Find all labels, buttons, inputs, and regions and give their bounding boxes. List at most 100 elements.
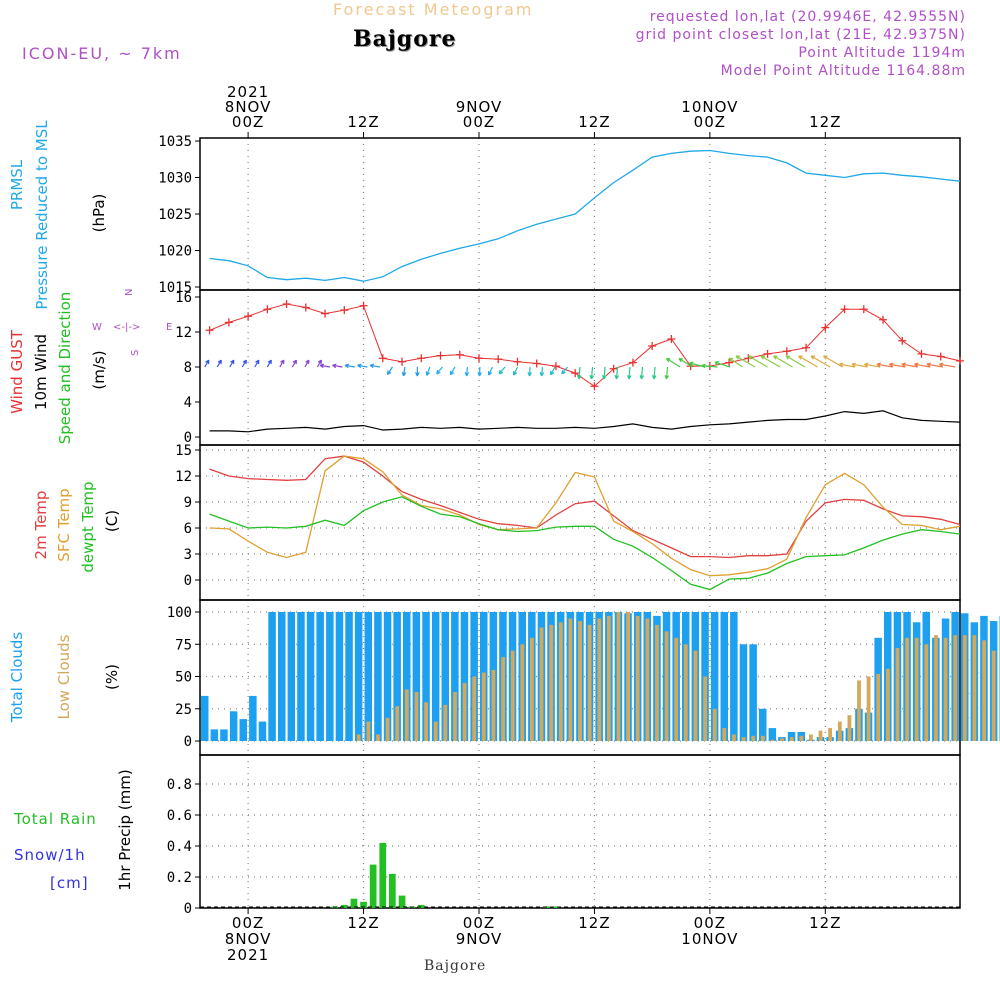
series-10m-wind — [209, 410, 961, 433]
bar-low-clouds — [866, 676, 871, 741]
bar-low-clouds — [616, 612, 621, 741]
gust-marker — [205, 326, 214, 335]
y-tick-label: 75 — [175, 637, 192, 653]
wind-direction-arrow — [839, 362, 856, 368]
bar-total-clouds — [759, 708, 767, 742]
gust-marker — [398, 357, 407, 366]
bar-total-rain — [552, 906, 560, 908]
bar-low-clouds — [385, 717, 390, 741]
wind-direction-arrow — [735, 355, 756, 368]
wind-direction-arrow — [760, 355, 781, 368]
wind-direction-arrow — [204, 359, 210, 368]
wind-direction-arrow — [901, 362, 918, 368]
bar-total-clouds — [739, 644, 748, 742]
bar-low-clouds — [751, 735, 756, 741]
label-percent: (%) — [103, 664, 121, 690]
bar-low-clouds — [597, 618, 602, 741]
gust-marker — [609, 364, 618, 373]
bar-total-clouds — [354, 612, 363, 741]
gust-marker — [224, 318, 233, 327]
wind-direction-arrow — [728, 357, 743, 368]
top-time-label: 12Z — [578, 113, 610, 131]
compass-w-arrow: <-|-> — [113, 322, 140, 333]
y-tick-label: 6 — [184, 521, 192, 537]
bar-total-clouds — [393, 612, 401, 741]
bar-total-clouds — [374, 612, 382, 741]
label-pressure: Pressure Reduced to MSL — [33, 120, 51, 310]
panel-frame-precip — [199, 754, 961, 909]
bar-low-clouds — [924, 644, 929, 742]
bar-total-clouds — [278, 612, 286, 741]
y-tick-label: 0.8 — [167, 777, 192, 793]
bar-low-clouds — [635, 615, 640, 741]
y-tick-label: 0.6 — [167, 808, 192, 824]
wind-direction-arrow — [576, 366, 582, 380]
y-tick-label: 1015 — [158, 280, 192, 296]
bar-total-clouds — [229, 711, 238, 741]
wind-direction-arrow — [889, 362, 906, 368]
wind-direction-arrow — [266, 359, 272, 368]
bar-low-clouds — [462, 683, 467, 741]
gust-marker — [802, 343, 811, 352]
bottom-time-label: 00Z — [463, 914, 495, 932]
bar-total-clouds — [451, 612, 459, 741]
bar-total-clouds — [306, 612, 315, 741]
bar-low-clouds — [953, 635, 958, 741]
gust-marker — [898, 336, 907, 345]
gust-marker — [956, 356, 964, 365]
wind-direction-arrow — [652, 366, 657, 380]
bar-total-clouds — [345, 612, 353, 741]
bar-low-clouds — [674, 637, 679, 741]
bar-total-clouds — [422, 612, 430, 741]
y-tick-label: 1030 — [158, 171, 192, 187]
label-c: (C) — [103, 510, 121, 532]
bar-total-rain — [417, 904, 425, 908]
top-time-label: 8NOV — [225, 98, 272, 116]
bar-total-clouds — [316, 612, 324, 741]
wind-direction-arrow — [344, 363, 356, 369]
bar-low-clouds — [376, 734, 380, 741]
compass-n: N — [124, 289, 135, 296]
bottom-time-label: 00Z — [694, 914, 726, 932]
series-sfc-temp — [209, 455, 961, 577]
gust-marker — [648, 342, 657, 350]
bottom-time-label: 9NOV — [456, 930, 503, 948]
location-title: Bajgore — [353, 26, 457, 52]
y-tick-label: 0 — [184, 430, 192, 446]
wind-direction-arrow — [316, 359, 322, 368]
wind-direction-arrow — [488, 366, 494, 376]
bar-total-clouds — [210, 729, 219, 741]
wind-direction-arrow — [464, 366, 470, 377]
bar-low-clouds — [799, 735, 804, 741]
wind-direction-arrow — [748, 355, 768, 368]
bar-total-clouds — [412, 612, 421, 741]
y-tick-label: 50 — [175, 670, 192, 686]
label-snow: Snow/1h — [14, 846, 86, 864]
bar-total-rain — [340, 904, 348, 908]
gust-marker — [340, 306, 349, 315]
bar-low-clouds — [876, 673, 881, 741]
wind-direction-arrow — [449, 366, 456, 376]
bar-low-clouds — [453, 692, 457, 741]
y-tick-label: 1025 — [158, 207, 192, 223]
gust-marker — [571, 369, 580, 378]
bar-low-clouds — [645, 618, 650, 741]
wind-direction-arrow — [291, 359, 297, 368]
y-tick-label: 0 — [184, 573, 192, 589]
bottom-time-label: 8NOV — [225, 930, 272, 948]
compass-w: W — [92, 322, 102, 333]
bar-total-clouds — [249, 695, 257, 741]
gust-marker — [551, 362, 560, 371]
bar-low-clouds — [481, 672, 486, 741]
bar-low-clouds — [934, 635, 938, 741]
top-time-label: 2021 — [227, 83, 269, 101]
label-prmsl: PRMSL — [8, 159, 26, 210]
gust-marker — [282, 300, 291, 308]
wind-direction-arrow — [401, 366, 407, 377]
bar-total-clouds — [403, 612, 411, 741]
bar-total-clouds — [383, 612, 392, 741]
model-name: ICON-EU, ~ 7km — [22, 44, 182, 63]
series-2m-temp — [209, 455, 961, 559]
bar-low-clouds — [510, 650, 515, 741]
bar-low-clouds — [607, 615, 611, 741]
